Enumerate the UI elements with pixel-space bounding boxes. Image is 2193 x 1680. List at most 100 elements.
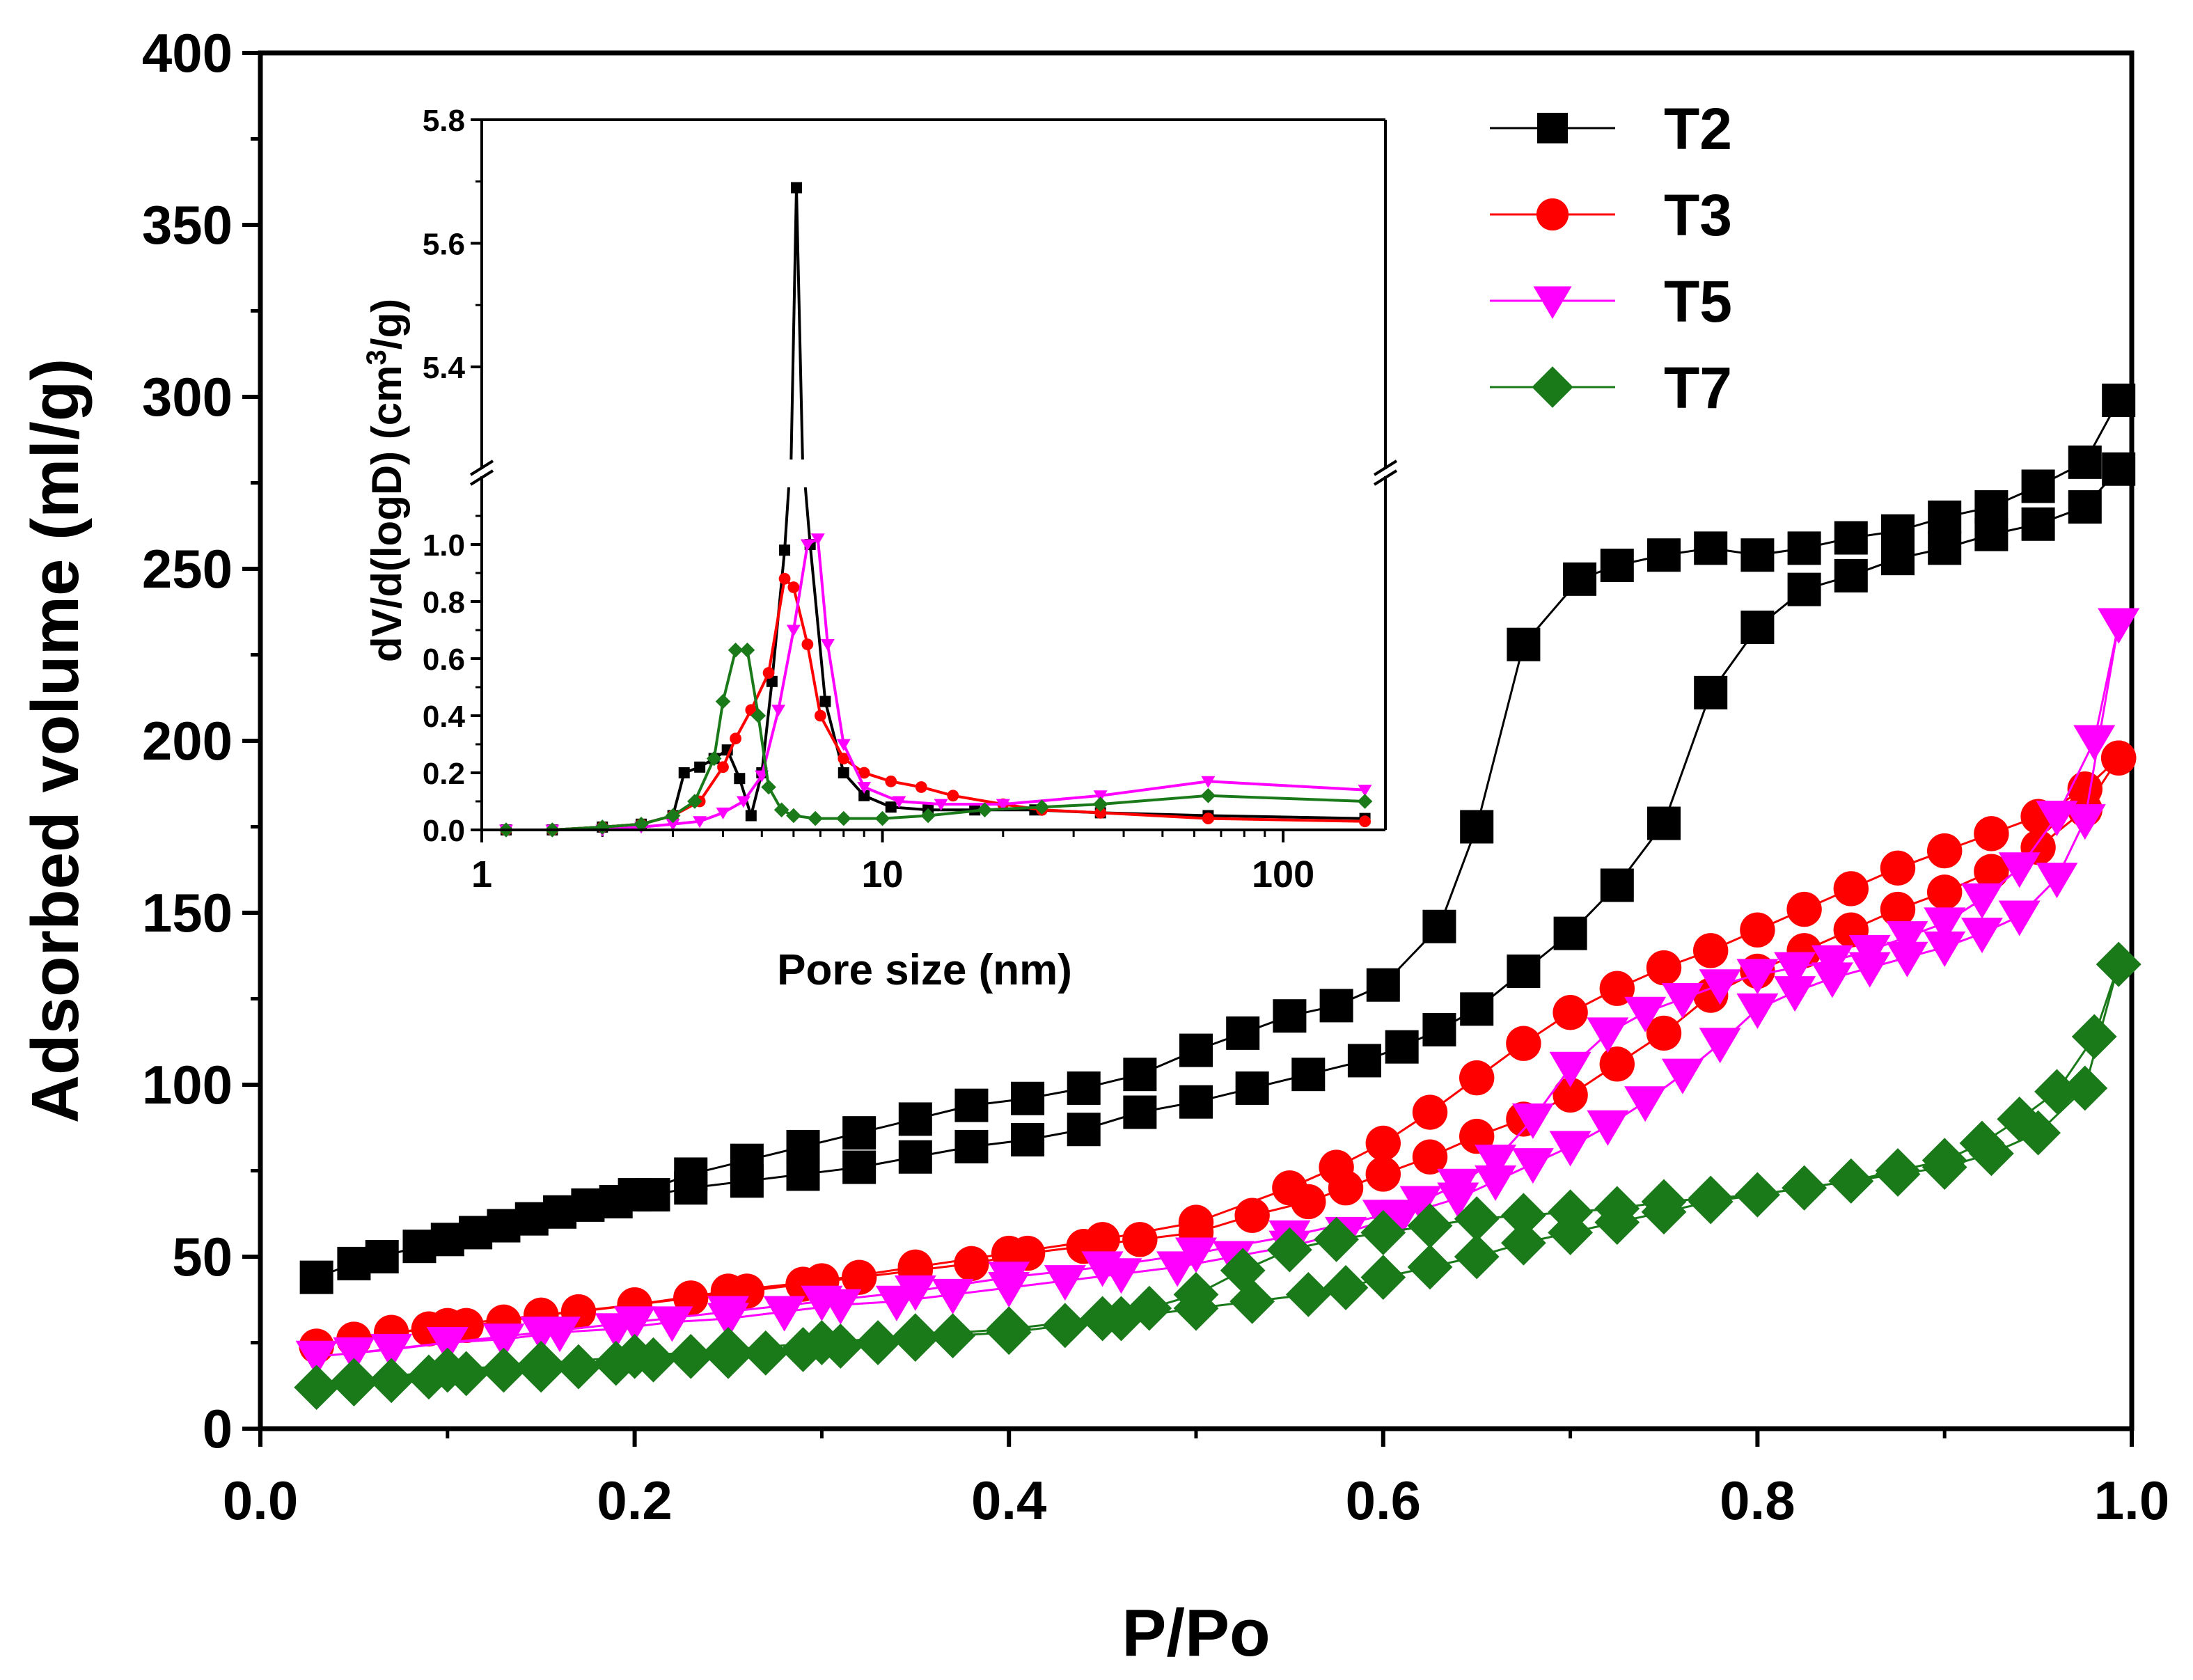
t5-desorption-point bbox=[1886, 921, 1928, 957]
legend-item-t2: T2 bbox=[1490, 96, 1732, 162]
t2-adsorption-point bbox=[1179, 1085, 1213, 1119]
inset-t5-point bbox=[666, 819, 680, 831]
t2-desorption-point bbox=[674, 1157, 708, 1191]
t5-adsorption-point bbox=[295, 1340, 338, 1376]
t3-desorption-point bbox=[1927, 833, 1963, 869]
inset-t3-point bbox=[1094, 807, 1107, 819]
axis-break-mark bbox=[1373, 469, 1398, 486]
inset-t3-point bbox=[1359, 815, 1371, 828]
t7-adsorption-point bbox=[406, 1354, 452, 1400]
t7-desorption-point bbox=[425, 1347, 471, 1393]
inset-y-tick-label: 0.6 bbox=[423, 643, 465, 677]
t2-adsorption-point bbox=[402, 1230, 437, 1264]
inset-t7-point bbox=[977, 802, 993, 818]
t2-desorption-point bbox=[1319, 989, 1353, 1023]
t7-desorption-point bbox=[1173, 1271, 1219, 1317]
axis-break-mark bbox=[1373, 460, 1398, 476]
legend-marker-t3 bbox=[1536, 198, 1569, 231]
t5-adsorption-point bbox=[1774, 976, 1816, 1012]
t2-adsorption-point bbox=[571, 1188, 605, 1222]
t5-desorption-point bbox=[1399, 1186, 1442, 1222]
t5-adsorption-point bbox=[651, 1306, 693, 1342]
t2-desorption-point bbox=[898, 1102, 932, 1136]
t5-adsorption-point bbox=[1044, 1265, 1086, 1301]
main-y-tick-label: 50 bbox=[172, 1226, 233, 1287]
inset-t3-point bbox=[801, 638, 814, 650]
inset-t2-point bbox=[790, 182, 802, 194]
inset-t5-point bbox=[800, 539, 815, 551]
t2-adsorption-point bbox=[1235, 1071, 1269, 1105]
t5-adsorption-point bbox=[370, 1333, 413, 1369]
t5-desorption-point bbox=[1081, 1251, 1124, 1287]
inset-y-tick-label: 0.8 bbox=[423, 586, 465, 620]
t2-adsorption-point bbox=[514, 1202, 549, 1236]
t5-desorption-point bbox=[2036, 801, 2078, 837]
main-y-tick-label: 250 bbox=[142, 538, 233, 599]
t2-desorption-point bbox=[1647, 538, 1681, 572]
t2-adsorption-point bbox=[1694, 675, 1728, 709]
inset-t5-point bbox=[771, 705, 786, 717]
t5-adsorption-point bbox=[1475, 1165, 1517, 1201]
t3-adsorption-point bbox=[1927, 874, 1963, 910]
t5-desorption-point bbox=[1661, 983, 1704, 1019]
inset-t3-point bbox=[762, 667, 775, 679]
t7-desorption-point bbox=[1735, 1172, 1780, 1218]
inset-t7-point bbox=[874, 810, 890, 826]
main-y-tick-label: 400 bbox=[142, 22, 233, 84]
t2-desorption-point bbox=[1740, 538, 1775, 572]
t2-adsorption-point bbox=[842, 1150, 877, 1184]
inset-t2-point bbox=[745, 810, 757, 822]
main-x-tick-label: 0.6 bbox=[1346, 1470, 1421, 1531]
inset-t5-point bbox=[892, 796, 906, 808]
inset-t3-point bbox=[1202, 812, 1214, 824]
main-y-tick-label: 200 bbox=[142, 710, 233, 771]
t2-adsorption-point bbox=[2102, 452, 2136, 486]
inset-t3-point bbox=[717, 761, 729, 774]
t7-desorption-point bbox=[1828, 1158, 1874, 1204]
t2-adsorption-point bbox=[337, 1246, 371, 1280]
t3-desorption-point bbox=[1365, 1125, 1401, 1161]
inset-t3-point bbox=[778, 572, 791, 585]
inset-t7-point bbox=[1200, 788, 1216, 803]
t2-adsorption-point bbox=[1291, 1058, 1326, 1092]
t5-desorption-point bbox=[1848, 934, 1891, 971]
t2-desorption-point bbox=[954, 1088, 989, 1122]
t5-desorption-point bbox=[801, 1285, 843, 1321]
t2-desorption-point bbox=[1273, 999, 1307, 1033]
t5-desorption-point bbox=[1811, 945, 1853, 981]
t5-adsorption-point bbox=[1624, 1086, 1667, 1122]
inset-series-t7 bbox=[498, 642, 1373, 838]
t2-adsorption-point bbox=[1928, 531, 1962, 565]
t5-desorption-point bbox=[988, 1262, 1030, 1298]
t3-adsorption-point bbox=[1412, 1139, 1448, 1175]
inset-y-tick-label: 0.4 bbox=[423, 700, 466, 734]
t7-desorption-point bbox=[1921, 1138, 1967, 1184]
main-x-tick-label: 1.0 bbox=[2094, 1470, 2169, 1531]
t3-desorption-point bbox=[2100, 740, 2137, 776]
t5-desorption-point bbox=[707, 1296, 749, 1332]
legend-label-t3: T3 bbox=[1664, 182, 1732, 248]
t2-desorption-point bbox=[2021, 469, 2055, 503]
inset-y-axis-label: dV/d(logD) (cm3/g) bbox=[361, 299, 410, 662]
t3-adsorption-point bbox=[1234, 1198, 1270, 1233]
inset-plot: 1 10 100 0.0 0.2 0.4 0.6 0.8 1.0 5.4 5.6 5.8 Pore s… bbox=[361, 104, 1398, 994]
inset-t7-point bbox=[687, 794, 702, 809]
inset-t7-point bbox=[1092, 796, 1108, 812]
t7-adsorption-point bbox=[1323, 1265, 1369, 1310]
main-plot: 0.0 0.2 0.4 0.6 0.8 1.0 0 50 100 150 200 250 300 350 4… bbox=[18, 22, 2169, 1670]
axis-break-mark bbox=[469, 469, 494, 486]
inset-t2-point bbox=[838, 767, 849, 778]
inset-series-group bbox=[498, 182, 1373, 838]
t5-adsorption-point bbox=[1549, 1131, 1591, 1167]
inset-y-tick-label: 5.4 bbox=[423, 351, 466, 385]
main-series-group bbox=[294, 383, 2141, 1411]
t7-desorption-point bbox=[1688, 1175, 1734, 1221]
inset-t2-point bbox=[779, 544, 791, 556]
t5-adsorption-point bbox=[2036, 863, 2078, 899]
t2-desorption-point bbox=[1834, 521, 1868, 555]
inset-t5-point bbox=[786, 625, 801, 637]
t2-desorption-point bbox=[1563, 562, 1597, 596]
inset-t2-point bbox=[734, 773, 746, 785]
t5-adsorption-point bbox=[1886, 941, 1928, 978]
t3-adsorption-point bbox=[841, 1259, 877, 1295]
